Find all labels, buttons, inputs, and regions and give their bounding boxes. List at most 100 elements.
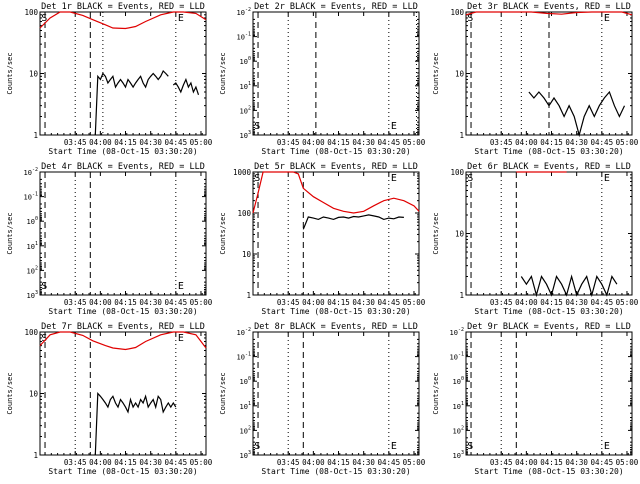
x-tick-label: 05:00	[403, 298, 426, 307]
x-tick-label: 03:45	[490, 458, 513, 467]
x-tick-label: 04:15	[327, 298, 350, 307]
y-tick-label: 100	[450, 8, 464, 17]
start-marker-label: S	[467, 13, 473, 24]
y-axis-label: Counts/sec	[432, 52, 440, 94]
chart-title: Det 8r BLACK = Events, RED = LLD	[254, 322, 418, 332]
x-tick-label: 03:45	[277, 298, 300, 307]
x-tick-label: 03:45	[490, 138, 513, 147]
x-tick-label: 04:45	[165, 458, 188, 467]
end-marker-label: E	[604, 173, 610, 184]
end-marker-label: E	[391, 173, 397, 184]
x-tick-label: 04:00	[89, 458, 112, 467]
x-tick-label: 03:45	[277, 458, 300, 467]
y-axis-label: Counts/sec	[6, 372, 14, 414]
x-axis-label: Start Time (08-Oct-15 03:30:20)	[261, 467, 410, 476]
y-tick-label: 101	[27, 241, 38, 251]
chart-title: Det 7r BLACK = Events, RED = LLD	[41, 322, 205, 332]
y-tick-label: 102	[27, 265, 38, 275]
x-tick-label: 04:15	[327, 458, 350, 467]
x-tick-label: 03:45	[64, 298, 87, 307]
y-axis-label: Counts/sec	[219, 52, 227, 94]
y-tick-label: 101	[453, 401, 464, 411]
chart-title: Det 6r BLACK = Events, RED = LLD	[467, 162, 631, 172]
chart-title: Det 5r BLACK = Events, RED = LLD	[254, 162, 418, 172]
x-axis-label: Start Time (08-Oct-15 03:30:20)	[474, 147, 623, 156]
plot-frame	[465, 171, 633, 296]
y-tick-label: 103	[240, 130, 251, 140]
x-tick-label: 04:30	[139, 298, 162, 307]
series-events-line	[520, 274, 618, 298]
x-tick-label: 03:45	[490, 298, 513, 307]
x-tick-label: 04:15	[114, 458, 137, 467]
y-tick-label: 100	[27, 216, 38, 226]
x-tick-label: 04:00	[515, 138, 538, 147]
x-tick-label: 04:30	[139, 138, 162, 147]
series-events-line	[528, 90, 626, 138]
chart-det-5r: Det 5r BLACK = Events, RED = LLD 1 10 100 10…	[219, 162, 426, 316]
y-tick-label: 100	[240, 56, 251, 66]
y-tick-label: 10	[29, 390, 39, 399]
start-marker-label: S	[467, 441, 473, 452]
x-tick-label: 05:00	[190, 138, 213, 147]
y-tick-label: 100	[450, 168, 464, 177]
x-tick-label: 04:30	[352, 298, 375, 307]
x-axis-label: Start Time (08-Oct-15 03:30:20)	[474, 307, 623, 316]
x-axis-label: Start Time (08-Oct-15 03:30:20)	[261, 147, 410, 156]
x-axis-label: Start Time (08-Oct-15 03:30:20)	[474, 467, 623, 476]
plot-frame	[39, 11, 207, 136]
end-marker-label: E	[178, 281, 184, 292]
plot-frame	[465, 331, 633, 456]
chart-title: Det 9r BLACK = Events, RED = LLD	[467, 322, 631, 332]
x-tick-label: 04:30	[565, 138, 588, 147]
start-marker-label: S	[41, 13, 47, 24]
series-events-line	[94, 69, 200, 136]
y-tick-label: 10-2	[450, 327, 464, 337]
start-marker-label: S	[41, 333, 47, 344]
chart-title: Det 4r BLACK = Events, RED = LLD	[41, 162, 205, 172]
start-marker-label: S	[254, 441, 260, 452]
plot-frame	[252, 11, 420, 136]
x-tick-label: 05:00	[616, 138, 639, 147]
end-marker-label: E	[391, 441, 397, 452]
x-tick-label: 04:15	[327, 138, 350, 147]
end-marker-label: E	[604, 441, 610, 452]
y-tick-label: 10-2	[24, 167, 38, 177]
x-tick-label: 05:00	[403, 458, 426, 467]
plot-frame	[39, 331, 207, 456]
plot-frame	[252, 331, 420, 456]
y-tick-label: 103	[27, 290, 38, 300]
end-marker-label: E	[604, 13, 610, 24]
chart-det-1r: Det 1r BLACK = Events, RED = LLD 1 10 100 03…	[6, 2, 213, 156]
y-tick-label: 1000	[233, 168, 252, 177]
y-tick-label: 10-1	[24, 192, 38, 202]
x-axis-label: Start Time (08-Oct-15 03:30:20)	[48, 307, 197, 316]
y-tick-label: 100	[237, 209, 251, 218]
x-tick-label: 04:30	[565, 458, 588, 467]
series-lld-line	[39, 331, 207, 351]
x-tick-label: 04:00	[302, 298, 325, 307]
y-tick-label: 101	[240, 401, 251, 411]
y-tick-label: 1	[33, 451, 38, 460]
y-tick-label: 103	[240, 450, 251, 460]
series-lld-line	[252, 171, 420, 214]
x-tick-label: 04:45	[378, 298, 401, 307]
y-tick-label: 10-1	[450, 352, 464, 362]
x-tick-label: 04:15	[540, 138, 563, 147]
end-marker-label: E	[178, 333, 184, 344]
y-axis-label: Counts/sec	[432, 212, 440, 254]
y-tick-label: 10-2	[237, 7, 251, 17]
x-tick-label: 04:00	[89, 298, 112, 307]
plot-frame	[252, 171, 420, 296]
y-axis-label: Counts/sec	[219, 212, 227, 254]
x-tick-label: 03:45	[277, 138, 300, 147]
y-tick-label: 10-2	[237, 327, 251, 337]
x-tick-label: 04:00	[89, 138, 112, 147]
chart-title: Det 2r BLACK = Events, RED = LLD	[254, 2, 418, 12]
x-tick-label: 04:45	[591, 458, 614, 467]
y-tick-label: 1	[246, 291, 251, 300]
plot-frame	[39, 171, 207, 296]
